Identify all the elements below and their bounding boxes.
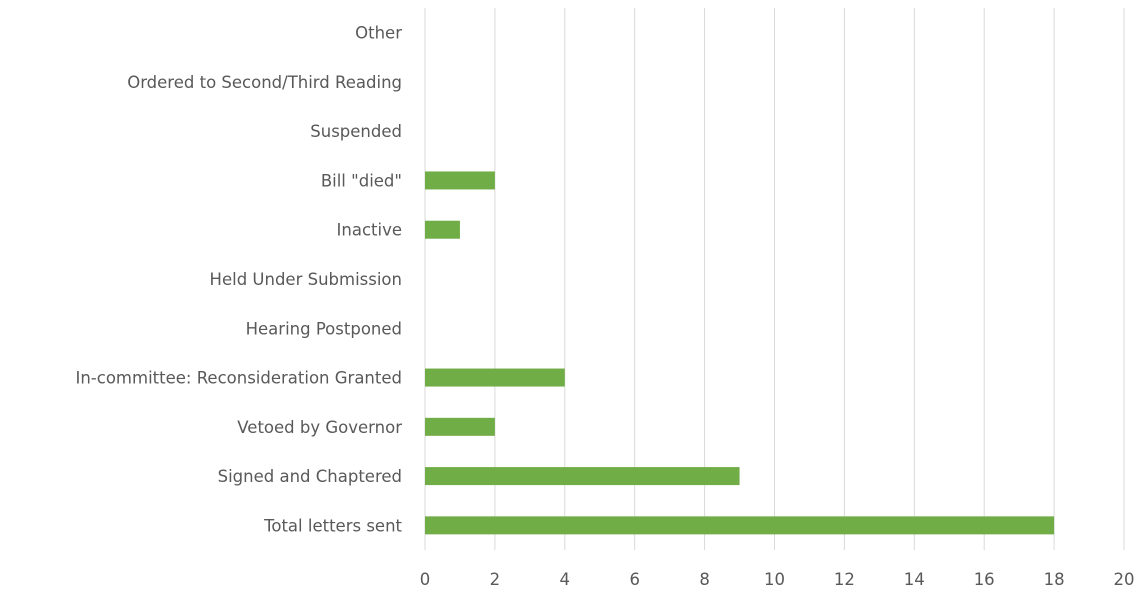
category-label: Ordered to Second/Third Reading	[127, 73, 402, 92]
bar	[425, 417, 495, 436]
bar	[425, 171, 495, 190]
bar	[425, 467, 740, 486]
category-label: Vetoed by Governor	[237, 418, 402, 437]
x-axis-tick-labels: 0 2 4 6 8 10 12 14 16 18 20	[420, 570, 1135, 589]
category-label: Signed and Chaptered	[218, 467, 402, 486]
x-tick-label: 8	[699, 570, 710, 589]
bar	[425, 368, 565, 387]
category-label: Other	[355, 24, 402, 43]
x-tick-label: 18	[1044, 570, 1065, 589]
bar	[425, 220, 460, 239]
category-label: In-committee: Reconsideration Granted	[75, 369, 402, 388]
x-tick-label: 10	[764, 570, 785, 589]
x-tick-label: 14	[904, 570, 925, 589]
category-label: Suspended	[310, 122, 402, 141]
x-tick-label: 4	[560, 570, 571, 589]
category-label: Hearing Postponed	[246, 319, 402, 338]
category-labels: Total letters sent Signed and Chaptered Ve…	[75, 24, 402, 536]
category-label: Held Under Submission	[210, 270, 402, 289]
x-tick-label: 0	[420, 570, 431, 589]
x-tick-label: 2	[490, 570, 501, 589]
category-label: Inactive	[337, 221, 402, 240]
x-tick-label: 16	[974, 570, 995, 589]
x-tick-label: 20	[1114, 570, 1135, 589]
bar	[425, 516, 1055, 535]
gridlines	[424, 8, 1125, 550]
x-tick-label: 6	[629, 570, 640, 589]
x-tick-label: 12	[834, 570, 855, 589]
category-label: Bill "died"	[321, 171, 402, 190]
bars	[425, 171, 1055, 535]
category-label: Total letters sent	[263, 516, 402, 535]
